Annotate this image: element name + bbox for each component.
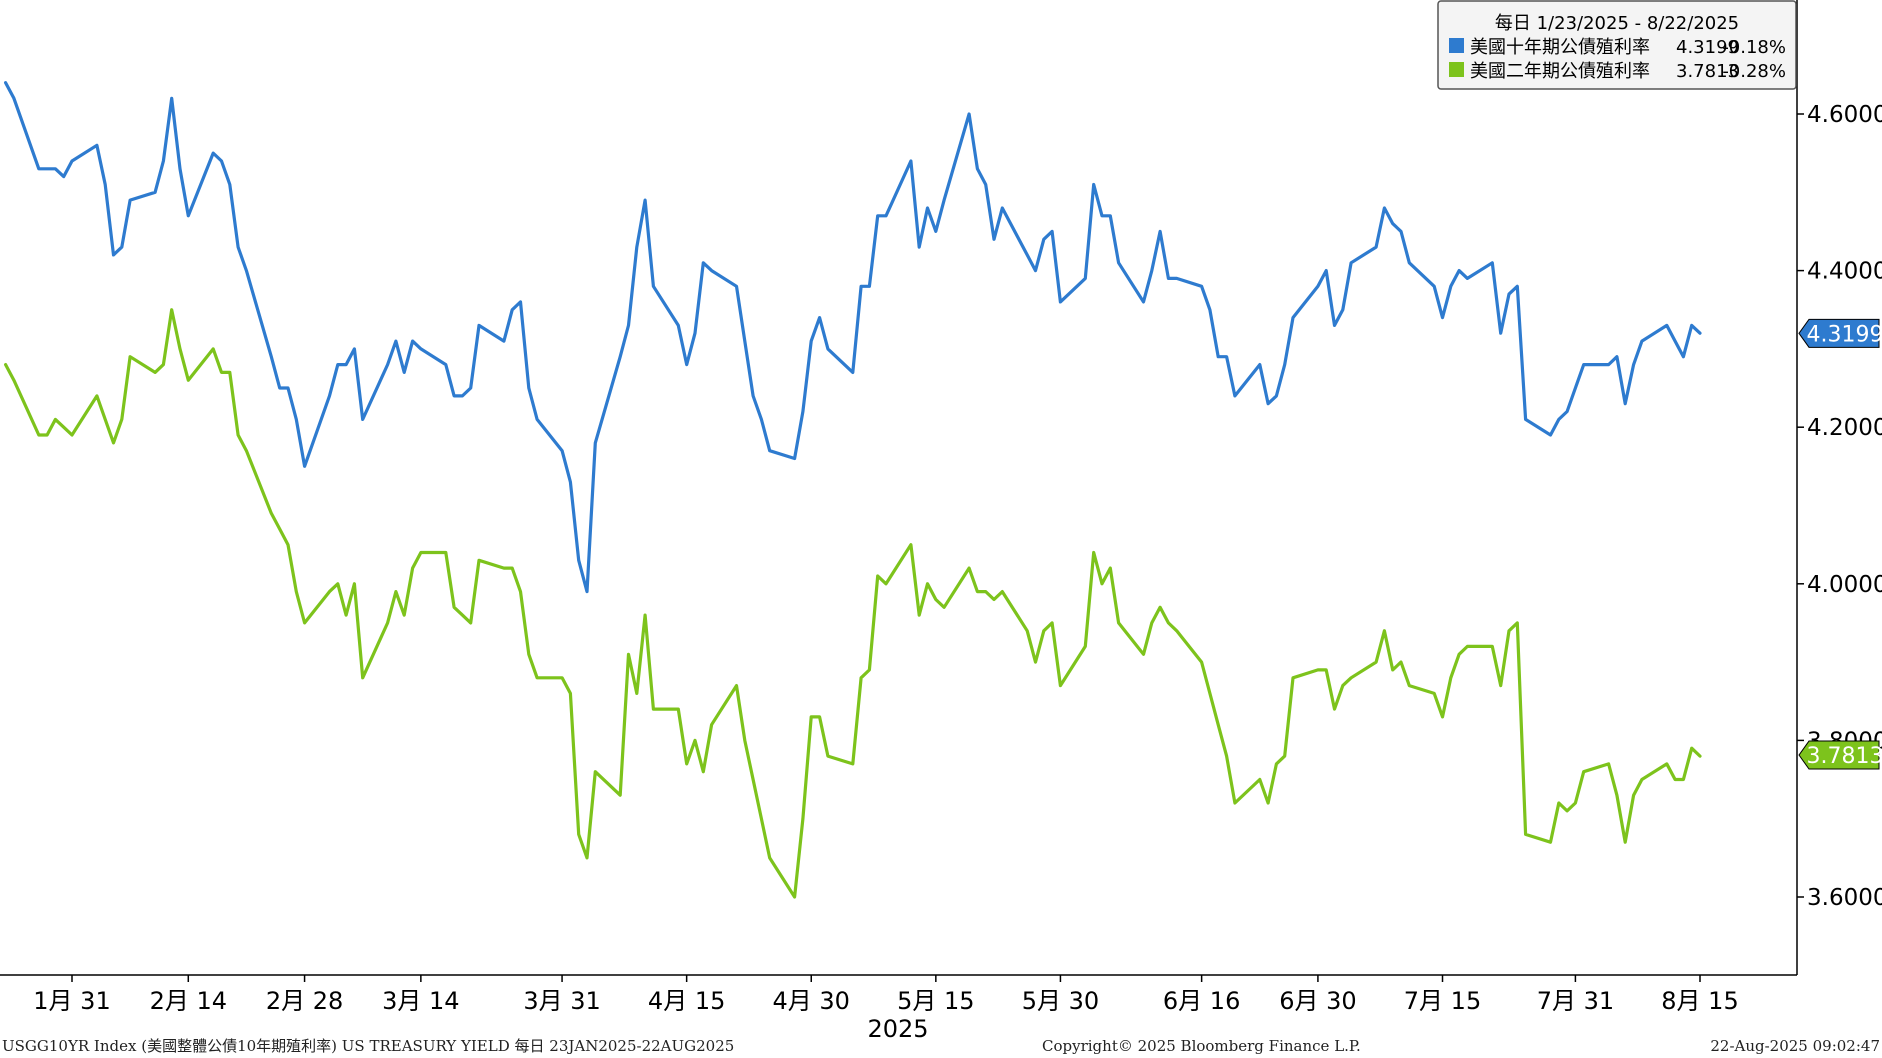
x-tick-label: 4月 30 [773, 987, 850, 1015]
footer-left: USGG10YR Index (美國整體公債10年期殖利率) US TREASU… [2, 1037, 734, 1055]
legend-name-10y: 美國十年期公債殖利率 [1470, 36, 1650, 58]
x-axis: 1月 31 2月 14 2月 28 3月 14 3月 31 4月 15 4月 30 5月 15… [33, 975, 1739, 1015]
legend-name-2y: 美國二年期公債殖利率 [1470, 60, 1650, 82]
footer-center: Copyright© 2025 Bloomberg Finance L.P. [1042, 1037, 1361, 1055]
x-tick-label: 2月 28 [266, 987, 343, 1015]
footer-right: 22-Aug-2025 09:02:47 [1710, 1037, 1880, 1055]
x-tick-label: 6月 30 [1279, 987, 1356, 1015]
last-value-badges: 4.3199 3.7813 [1798, 318, 1882, 770]
legend-swatch-2y [1449, 62, 1464, 77]
y-tick-label: 4.0000 [1807, 572, 1882, 598]
series-line-2y [3, 308, 1702, 899]
badge-value: 4.3199 [1807, 322, 1882, 347]
series-line-10y [3, 81, 1702, 594]
x-tick-label: 3月 14 [382, 987, 459, 1015]
x-tick-label: 5月 30 [1022, 987, 1099, 1015]
legend-change-2y: -0.28% [1722, 61, 1786, 82]
last-value-badge-10y: 4.3199 [1798, 318, 1882, 348]
x-tick-label: 8月 15 [1661, 987, 1738, 1015]
x-tick-label: 6月 16 [1163, 987, 1240, 1015]
badge-value: 3.7813 [1807, 744, 1882, 769]
y-tick-label: 4.4000 [1807, 259, 1882, 285]
x-tick-label: 5月 15 [897, 987, 974, 1015]
legend-value-2y: 3.7813 [1676, 61, 1739, 82]
last-value-badge-2y: 3.7813 [1798, 740, 1882, 770]
legend-header: 每日 1/23/2025 - 8/22/2025 [1495, 13, 1739, 34]
y-tick-label: 3.6000 [1807, 885, 1882, 911]
x-tick-label: 4月 15 [648, 987, 725, 1015]
legend-change-10y: -0.18% [1722, 37, 1786, 58]
legend: 每日 1/23/2025 - 8/22/2025 美國十年期公債殖利率 4.31… [1437, 0, 1797, 90]
badge-shape [1798, 318, 1880, 348]
year-label: 2025 [867, 1015, 928, 1043]
y-tick-label: 4.2000 [1807, 415, 1882, 441]
legend-swatch-10y [1449, 38, 1464, 53]
x-tick-label: 1月 31 [33, 987, 110, 1015]
x-tick-label: 7月 15 [1404, 987, 1481, 1015]
badge-shape [1798, 740, 1880, 770]
series-layer [3, 81, 1702, 899]
legend-box [1437, 0, 1797, 90]
y-tick-label: 4.6000 [1807, 102, 1882, 128]
x-tick-label: 3月 31 [523, 987, 600, 1015]
legend-value-10y: 4.3199 [1676, 37, 1739, 58]
x-tick-label: 2月 14 [150, 987, 227, 1015]
x-tick-label: 7月 31 [1537, 987, 1614, 1015]
